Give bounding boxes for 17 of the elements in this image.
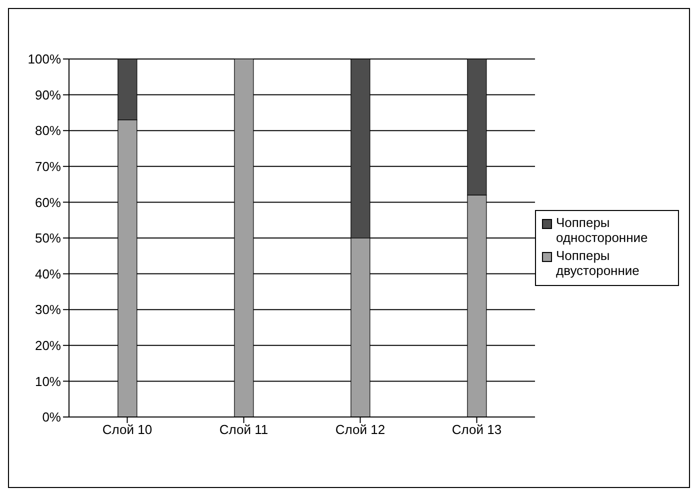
legend-label: Чопперы двусторонние [556, 248, 640, 278]
x-tick-label: Слой 13 [452, 422, 502, 438]
y-tick-label: 90% [34, 87, 62, 102]
y-tick-label: 50% [34, 230, 62, 246]
x-tick-label: Слой 11 [219, 422, 268, 438]
legend-label: Чопперы односторонние [556, 215, 649, 245]
y-tick-label: 30% [34, 302, 62, 318]
x-tick-label: Слой 12 [335, 422, 386, 438]
y-tick-label: 70% [34, 159, 62, 174]
y-tick-label: 80% [34, 123, 62, 138]
x-tick-label: Слой 10 [102, 422, 152, 438]
y-tick-label: 20% [34, 338, 62, 354]
y-tick-label: 10% [34, 374, 62, 389]
y-tick-label: 40% [34, 266, 62, 282]
y-tick-label: 0% [42, 410, 62, 425]
y-tick-label: 60% [34, 194, 62, 210]
y-tick-label: 100% [28, 52, 62, 67]
